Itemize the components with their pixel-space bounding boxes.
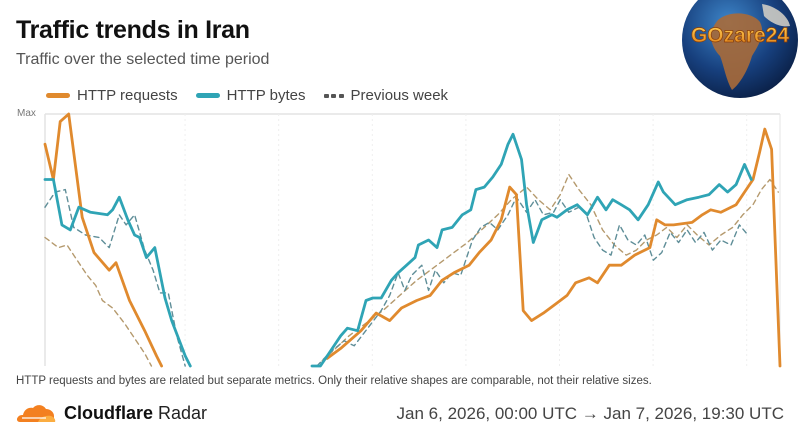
legend-label: Previous week (350, 87, 449, 104)
chart-gridlines (44, 113, 781, 366)
watermark-logo: GOzare24 (680, 0, 800, 100)
series-previous-week-requests[interactable] (44, 173, 779, 367)
brand-name-light: Radar (158, 402, 208, 423)
series-http-requests[interactable] (43, 112, 782, 368)
series-previous-week-bytes[interactable] (44, 188, 749, 367)
legend-swatch-requests (46, 93, 70, 98)
legend-swatch-bytes (195, 93, 220, 98)
legend-label: HTTP requests (77, 87, 178, 104)
legend-swatch-dashed (323, 93, 344, 98)
legend-item-http-bytes[interactable]: HTTP bytes (195, 87, 306, 104)
date-range: Jan 6, 2026, 00:00 UTC → Jan 7, 2026, 19… (396, 404, 784, 423)
chart-series (43, 112, 782, 368)
legend-item-previous-week[interactable]: Previous week (323, 87, 449, 104)
cloudflare-cloud-icon (16, 405, 56, 422)
watermark-text: GOzare24 (691, 24, 789, 47)
chart-subtitle: Traffic over the selected time period (16, 51, 270, 68)
series-http-bytes[interactable] (43, 132, 753, 368)
legend-item-http-requests[interactable]: HTTP requests (46, 87, 178, 104)
cloudflare-radar-brand[interactable]: Cloudflare Radar (16, 402, 207, 424)
legend-label: HTTP bytes (226, 87, 306, 104)
globe-icon: GOzare24 (682, 0, 798, 98)
chart-legend: HTTP requests HTTP bytes Previous week (46, 87, 466, 104)
y-axis-max-label: Max (17, 108, 36, 119)
chart-title: Traffic trends in Iran (16, 16, 250, 44)
chart-footnote: HTTP requests and bytes are related but … (16, 375, 652, 387)
brand-name-bold: Cloudflare (64, 402, 154, 423)
